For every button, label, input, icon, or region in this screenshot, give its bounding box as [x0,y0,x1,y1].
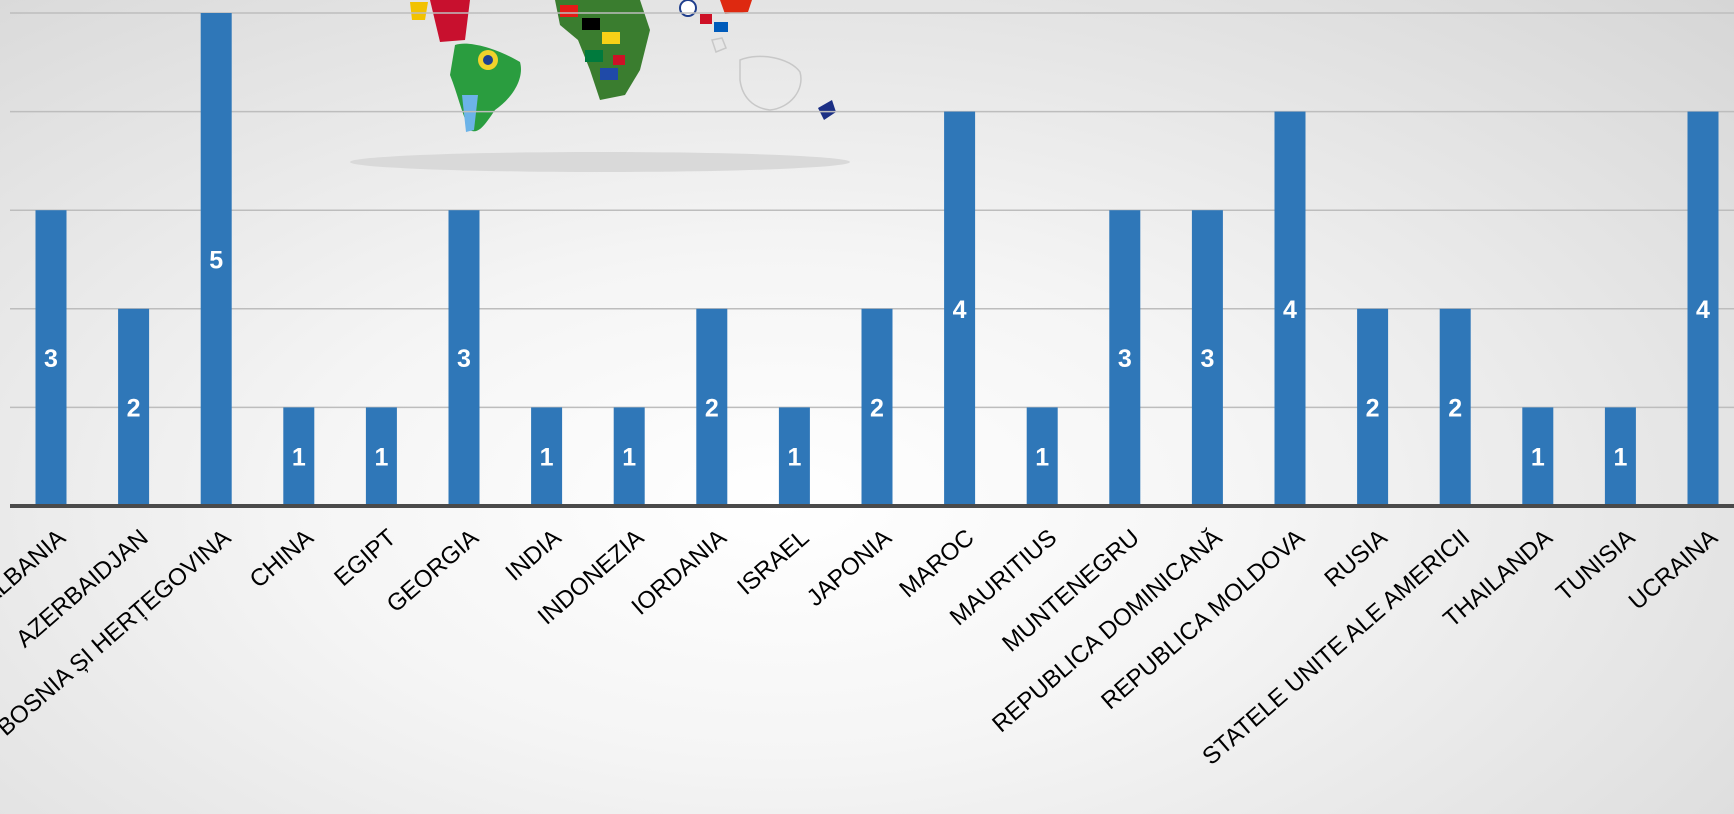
bar [944,111,976,506]
bar [778,407,810,506]
data-label: 3 [457,345,471,373]
x-tick-label: EGIPT [329,524,401,592]
data-label: 3 [44,345,58,373]
data-label: 1 [540,444,554,472]
bar [1274,111,1306,506]
x-tick-label: INDIA [501,524,567,586]
data-label: 1 [787,444,801,472]
x-tick-label: RUSIA [1319,524,1392,593]
data-label: 2 [1366,394,1380,422]
data-label: 2 [127,394,141,422]
data-label: 3 [1118,345,1132,373]
data-label: 4 [953,296,967,324]
bar [365,407,397,506]
bar [35,210,67,506]
bar [200,13,232,506]
bar [861,308,893,506]
bar [448,210,480,506]
bar [1522,407,1554,506]
data-label: 2 [870,394,884,422]
data-label: 1 [374,444,388,472]
world-map-flags-image [350,0,850,172]
x-tick-label: MUNTENEGRU [997,524,1145,657]
bar [1357,308,1389,506]
bar [1604,407,1636,506]
data-label: 2 [705,394,719,422]
x-tick-label: JAPONIA [802,524,897,612]
bar [613,407,645,506]
bar [696,308,728,506]
bar [118,308,150,506]
bar [531,407,563,506]
bar [1687,111,1719,506]
data-label: 1 [1613,444,1627,472]
data-label: 1 [292,444,306,472]
x-tick-label: GEORGIA [382,524,484,618]
bar [283,407,315,506]
x-tick-label: UCRAINA [1624,524,1723,615]
bar [1439,308,1471,506]
data-label: 1 [1035,444,1049,472]
data-label: 4 [1283,296,1297,324]
data-label: 3 [1200,345,1214,373]
x-tick-label: CHINA [245,524,319,593]
data-label: 5 [209,247,223,275]
data-label: 2 [1448,394,1462,422]
x-tick-label: ISRAEL [732,524,814,600]
bar [1026,407,1058,506]
data-label: 1 [1531,444,1545,472]
data-label: 1 [622,444,636,472]
bar [1191,210,1223,506]
data-label: 4 [1696,296,1710,324]
bar [1109,210,1141,506]
